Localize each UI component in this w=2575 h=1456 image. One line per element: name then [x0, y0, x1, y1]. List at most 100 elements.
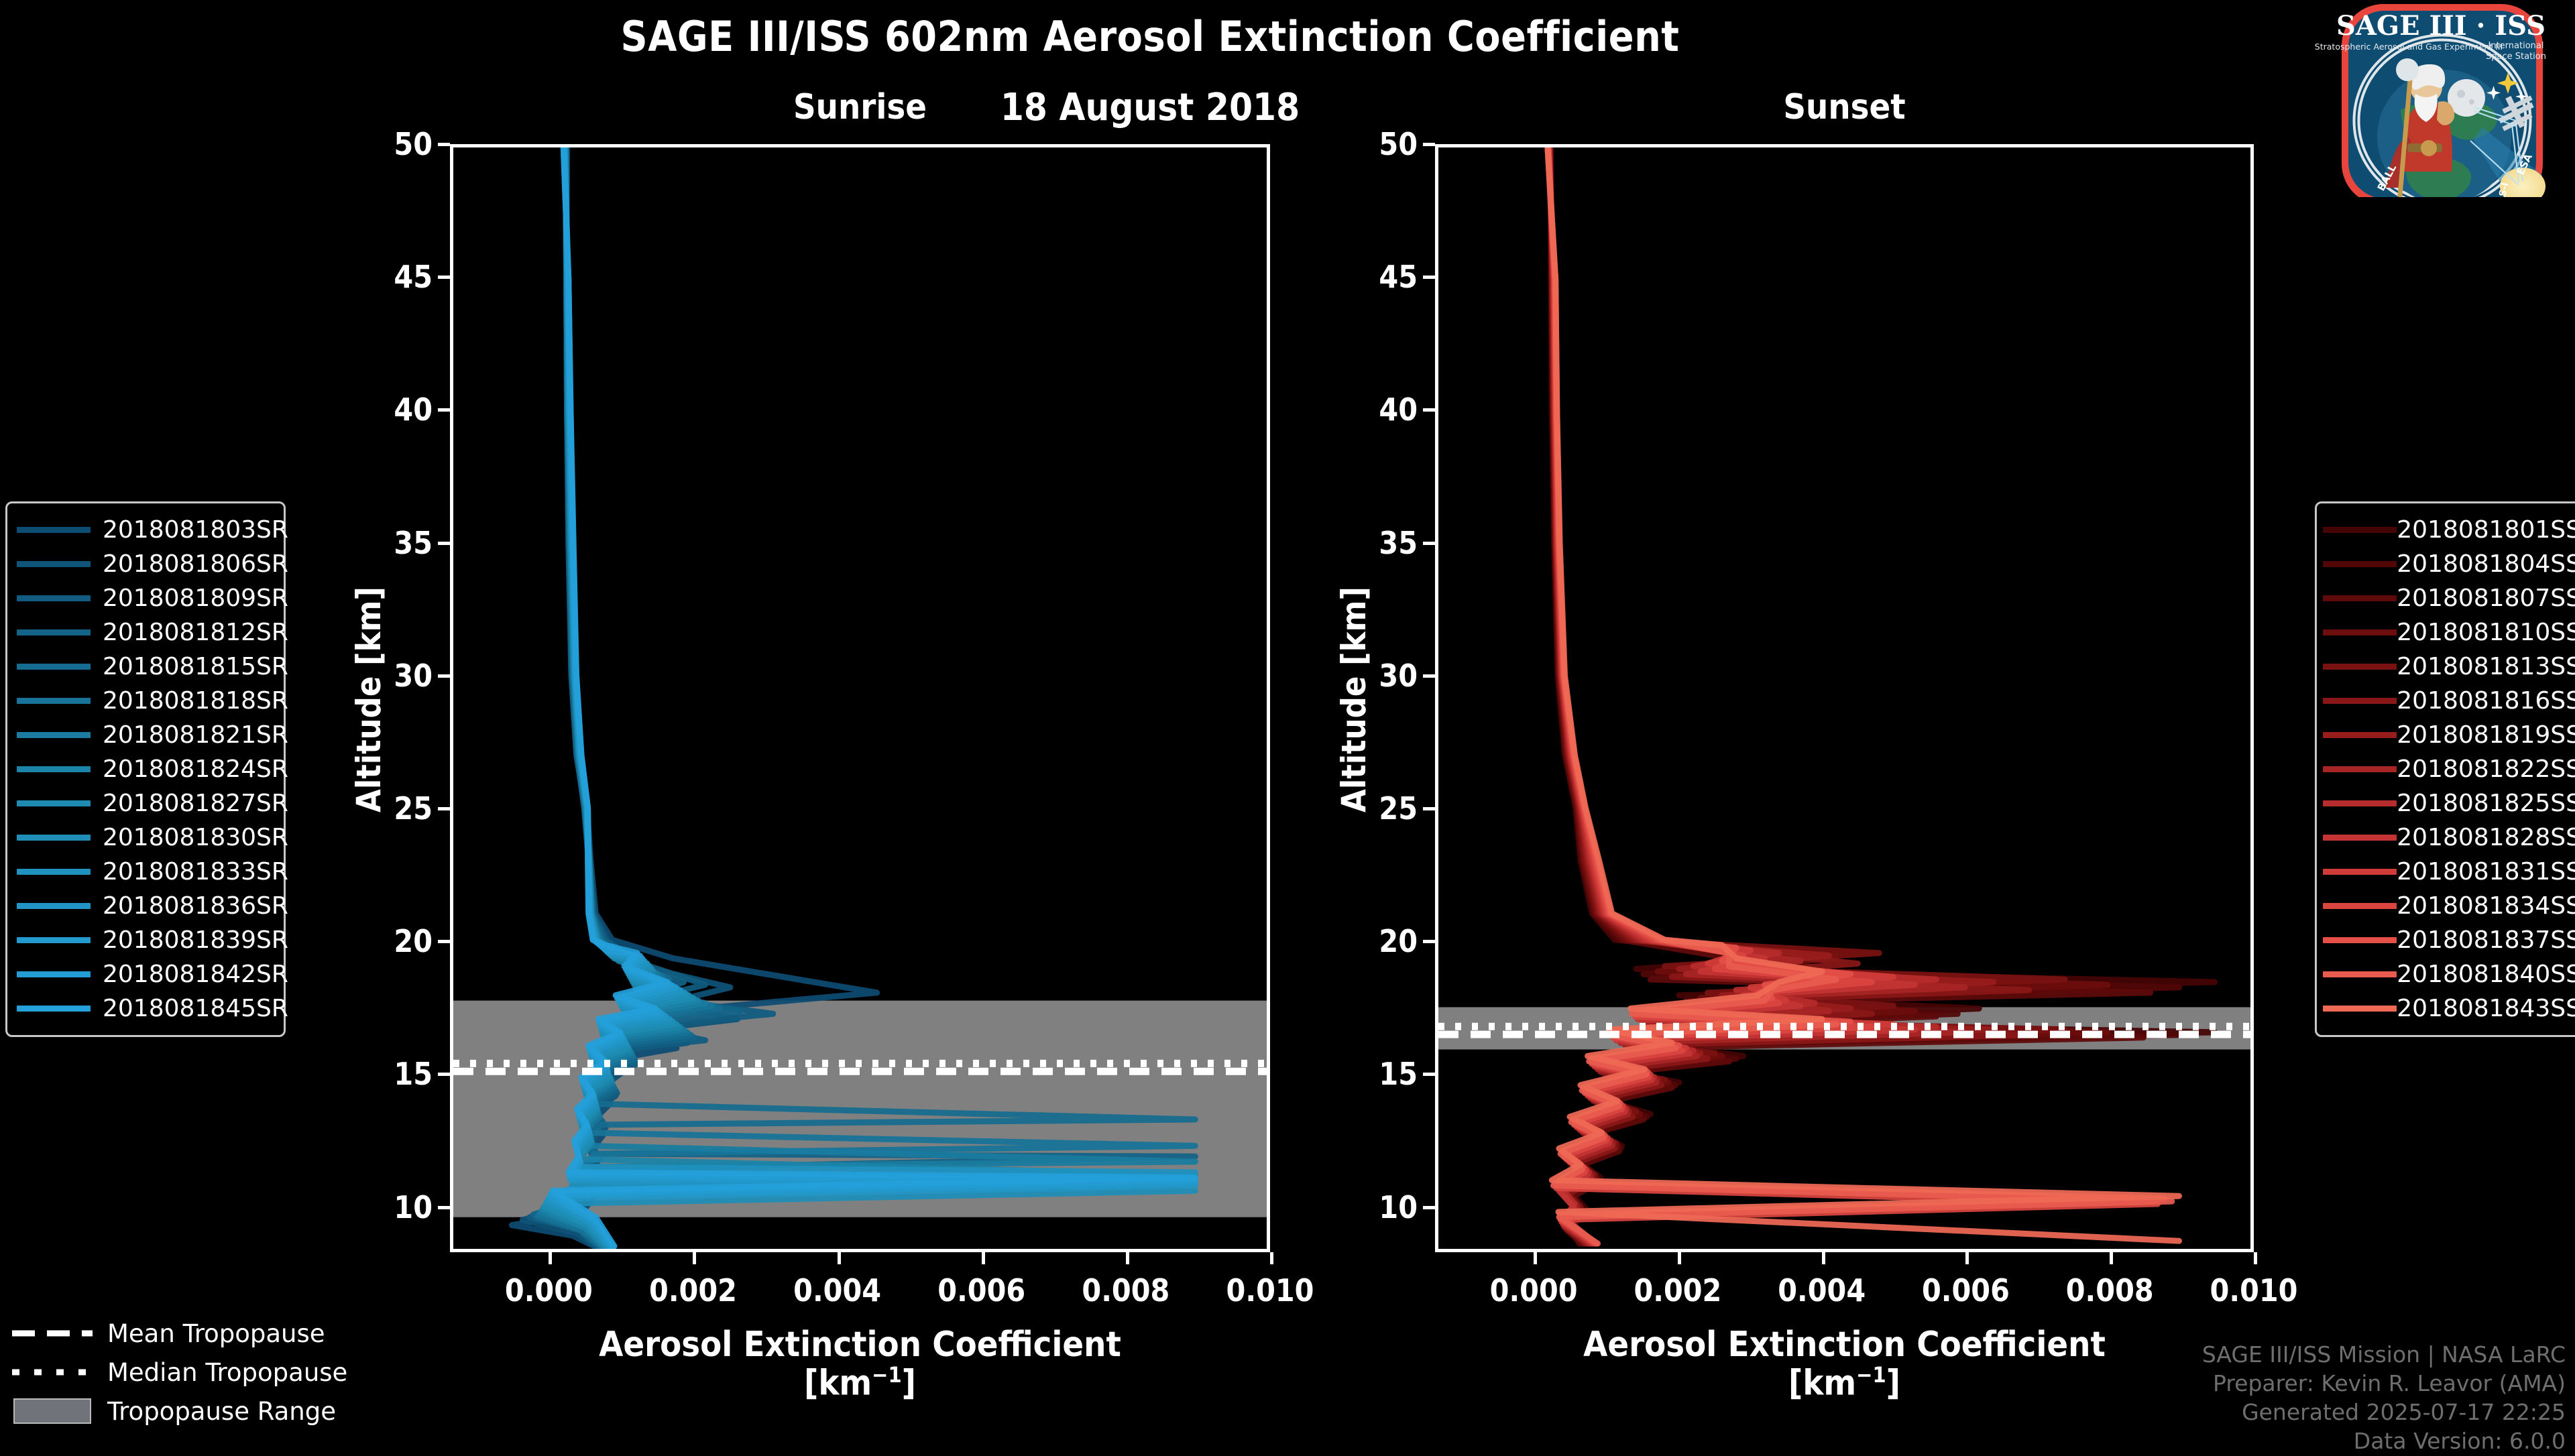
- legend-item[interactable]: 2018081806SR: [17, 547, 288, 581]
- y-tick-mark: [1423, 1073, 1435, 1077]
- legend-item[interactable]: 2018081803SR: [17, 513, 288, 547]
- legend-color-swatch: [2323, 664, 2397, 670]
- legend-item[interactable]: 2018081810SS: [2323, 615, 2575, 650]
- legend-series-label: 2018081828SS: [2397, 824, 2575, 851]
- legend-item[interactable]: 2018081845SR: [17, 991, 288, 1026]
- legend-series-label: 2018081815SR: [103, 653, 288, 680]
- legend-color-swatch: [2323, 732, 2397, 738]
- x-tick-label: 0.008: [2065, 1272, 2154, 1309]
- y-tick-label: 35: [394, 524, 433, 561]
- legend-item[interactable]: 2018081828SS: [2323, 821, 2575, 855]
- legend-item[interactable]: 2018081827SR: [17, 786, 288, 821]
- y-tick-label: 10: [1379, 1189, 1418, 1225]
- sunrise-chart-svg: [453, 147, 1267, 1249]
- legend-item[interactable]: 2018081824SR: [17, 752, 288, 786]
- x-tick-label: 0.004: [1778, 1272, 1866, 1309]
- dotted-line-icon: [12, 1365, 93, 1380]
- legend-color-swatch: [2323, 937, 2397, 943]
- legend-item[interactable]: 2018081807SS: [2323, 581, 2575, 615]
- mission-patch-svg: BALL ESA S-I SAGE III · ISS Stratospheri…: [2307, 0, 2572, 197]
- legend-item[interactable]: 2018081843SS: [2323, 991, 2575, 1026]
- legend-item[interactable]: 2018081815SR: [17, 650, 288, 684]
- y-tick-label: 45: [394, 259, 433, 296]
- sunset-panel-title: Sunset: [1783, 87, 1906, 127]
- legend-color-swatch: [2323, 629, 2397, 635]
- legend-item[interactable]: 2018081821SR: [17, 718, 288, 752]
- tropopause-range-label: Tropopause Range: [107, 1396, 337, 1426]
- legend-series-label: 2018081804SS: [2397, 550, 2575, 578]
- legend-series-label: 2018081834SS: [2397, 892, 2575, 920]
- legend-color-swatch: [17, 698, 91, 704]
- legend-series-label: 2018081812SR: [103, 619, 288, 646]
- legend-color-swatch: [17, 766, 91, 772]
- sunset-axes: 10 15 20 25 30 35 40 45 50 0.000 0.002 0.004 0.006 0.…: [1334, 126, 2297, 1402]
- legend-item[interactable]: 2018081801SS: [2323, 513, 2575, 547]
- y-tick-mark: [438, 940, 450, 944]
- y-tick-mark: [1423, 541, 1435, 545]
- sunset-chart-svg: [1438, 147, 2250, 1249]
- legend-color-swatch: [2323, 1006, 2397, 1012]
- legend-item[interactable]: 2018081836SR: [17, 889, 288, 923]
- legend-color-swatch: [17, 561, 91, 567]
- y-tick-mark: [1423, 143, 1435, 146]
- legend-item-tropopause-range: Tropopause Range: [12, 1392, 361, 1431]
- legend-item[interactable]: 2018081839SR: [17, 923, 288, 957]
- legend-item[interactable]: 2018081825SS: [2323, 786, 2575, 821]
- legend-item[interactable]: 2018081822SS: [2323, 752, 2575, 786]
- sunset-plot-panel: [1435, 144, 2254, 1252]
- legend-item[interactable]: 2018081837SS: [2323, 923, 2575, 957]
- legend-series-label: 2018081842SR: [103, 961, 288, 988]
- logo-subtitle-left: Stratospheric Aerosol and Gas Experiment…: [2315, 42, 2503, 52]
- y-tick-mark: [438, 1073, 450, 1077]
- logo-subtitle-right-2: Space Station: [2486, 52, 2546, 62]
- legend-color-swatch: [17, 835, 91, 841]
- legend-item-median-tropopause: Median Tropopause: [12, 1353, 361, 1392]
- legend-color-swatch: [17, 971, 91, 977]
- dashed-line-icon: [12, 1326, 93, 1341]
- logo-title: SAGE III · ISS: [2336, 10, 2545, 42]
- legend-item[interactable]: 2018081840SS: [2323, 957, 2575, 991]
- y-axis-title: Altitude [km]: [349, 586, 388, 812]
- legend-item[interactable]: 2018081812SR: [17, 615, 288, 650]
- x-tick-mark: [1965, 1252, 1969, 1264]
- y-tick-mark: [438, 408, 450, 412]
- legend-color-swatch: [17, 527, 91, 533]
- legend-item[interactable]: 2018081818SR: [17, 684, 288, 718]
- y-tick-label: 35: [1379, 524, 1418, 561]
- legend-item[interactable]: 2018081834SS: [2323, 889, 2575, 923]
- y-tick-mark: [438, 276, 450, 280]
- legend-item[interactable]: 2018081842SR: [17, 957, 288, 991]
- page-title: SAGE III/ISS 602nm Aerosol Extinction Co…: [620, 12, 1680, 61]
- legend-series-label: 2018081810SS: [2397, 619, 2575, 646]
- y-tick-label: 25: [1379, 790, 1418, 827]
- x-tick-mark: [1677, 1252, 1681, 1264]
- legend-color-swatch: [2323, 800, 2397, 806]
- legend-item[interactable]: 2018081816SS: [2323, 684, 2575, 718]
- legend-item[interactable]: 2018081833SR: [17, 855, 288, 889]
- legend-series-label: 2018081831SS: [2397, 858, 2575, 886]
- y-tick-label: 25: [394, 790, 433, 827]
- legend-color-swatch: [17, 629, 91, 635]
- legend-color-swatch: [17, 903, 91, 909]
- legend-item[interactable]: 2018081813SS: [2323, 650, 2575, 684]
- legend-color-swatch: [2323, 698, 2397, 704]
- x-tick-label: 0.002: [649, 1272, 737, 1309]
- legend-color-swatch: [17, 869, 91, 875]
- legend-series-label: 2018081833SR: [103, 858, 288, 886]
- legend-color-swatch: [2323, 527, 2397, 533]
- x-tick-mark: [549, 1252, 553, 1264]
- legend-item[interactable]: 2018081809SR: [17, 581, 288, 615]
- legend-item[interactable]: 2018081804SS: [2323, 547, 2575, 581]
- y-tick-mark: [438, 143, 450, 146]
- y-tick-mark: [1423, 674, 1435, 678]
- x-tick-mark: [837, 1252, 841, 1264]
- x-tick-label: 0.010: [1226, 1272, 1314, 1309]
- y-tick-label: 45: [1379, 259, 1418, 296]
- legend-item[interactable]: 2018081819SS: [2323, 718, 2575, 752]
- y-tick-mark: [438, 541, 450, 545]
- legend-item[interactable]: 2018081830SR: [17, 821, 288, 855]
- sunrise-panel-title: Sunrise: [793, 87, 927, 127]
- legend-series-label: 2018081845SR: [103, 995, 288, 1022]
- legend-item[interactable]: 2018081831SS: [2323, 855, 2575, 889]
- x-tick-mark: [1821, 1252, 1825, 1264]
